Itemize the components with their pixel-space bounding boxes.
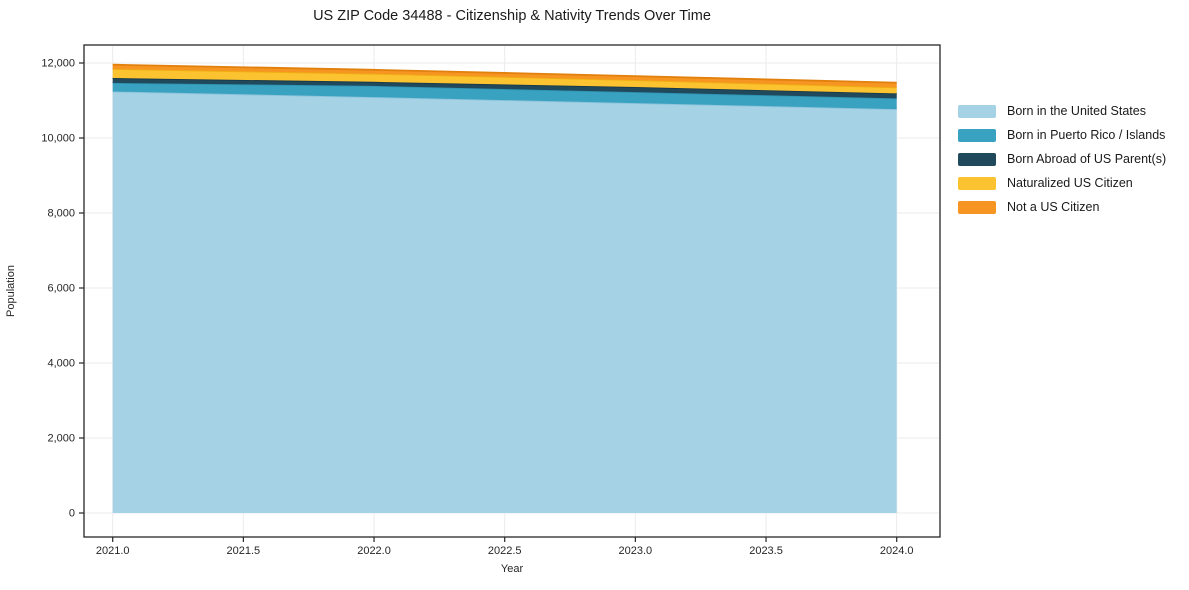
legend-label: Born in Puerto Rico / Islands bbox=[1007, 128, 1166, 142]
y-tick-label: 2,000 bbox=[47, 433, 75, 445]
y-tick-label: 8,000 bbox=[47, 208, 75, 220]
plot-border bbox=[83, 44, 941, 538]
area-band-5 bbox=[112, 64, 897, 88]
legend-swatch bbox=[958, 104, 996, 118]
chart-title: US ZIP Code 34488 - Citizenship & Nativi… bbox=[313, 8, 711, 24]
y-tick-label: 12,000 bbox=[41, 58, 75, 70]
x-tick-label: 2022.5 bbox=[488, 545, 522, 557]
legend: Born in the United States Born in Puerto … bbox=[958, 104, 1166, 214]
legend-label: Born Abroad of US Parent(s) bbox=[1007, 152, 1167, 166]
x-axis-label: Year bbox=[501, 563, 524, 575]
legend-label: Naturalized US Citizen bbox=[1007, 176, 1133, 190]
legend-item: Not a US Citizen bbox=[958, 200, 1166, 214]
y-tick-label: 6,000 bbox=[47, 283, 75, 295]
legend-swatch bbox=[958, 200, 996, 214]
area-band-edge-5 bbox=[112, 63, 897, 84]
area-band-2 bbox=[112, 82, 897, 110]
x-tick-label: 2021.5 bbox=[227, 545, 261, 557]
area-band-4 bbox=[112, 69, 897, 94]
y-axis-label: Population bbox=[5, 265, 17, 317]
x-tick-label: 2021.0 bbox=[96, 545, 130, 557]
legend-label: Not a US Citizen bbox=[1007, 200, 1100, 214]
legend-item: Born in Puerto Rico / Islands bbox=[958, 128, 1166, 142]
area-band-3 bbox=[112, 78, 897, 99]
y-tick-label: 4,000 bbox=[47, 358, 75, 370]
area-band-1 bbox=[112, 91, 897, 513]
y-tick-label: 0 bbox=[69, 508, 75, 520]
legend-swatch bbox=[958, 152, 996, 166]
x-tick-label: 2023.0 bbox=[619, 545, 653, 557]
legend-label: Born in the United States bbox=[1007, 104, 1146, 118]
legend-item: Born Abroad of US Parent(s) bbox=[958, 152, 1166, 166]
legend-swatch bbox=[958, 128, 996, 142]
y-tick-label: 10,000 bbox=[41, 133, 75, 145]
x-tick-label: 2024.0 bbox=[880, 545, 914, 557]
x-tick-label: 2023.5 bbox=[749, 545, 783, 557]
legend-swatch bbox=[958, 176, 996, 190]
legend-item: Naturalized US Citizen bbox=[958, 176, 1166, 190]
x-tick-label: 2022.0 bbox=[357, 545, 391, 557]
legend-item: Born in the United States bbox=[958, 104, 1166, 118]
